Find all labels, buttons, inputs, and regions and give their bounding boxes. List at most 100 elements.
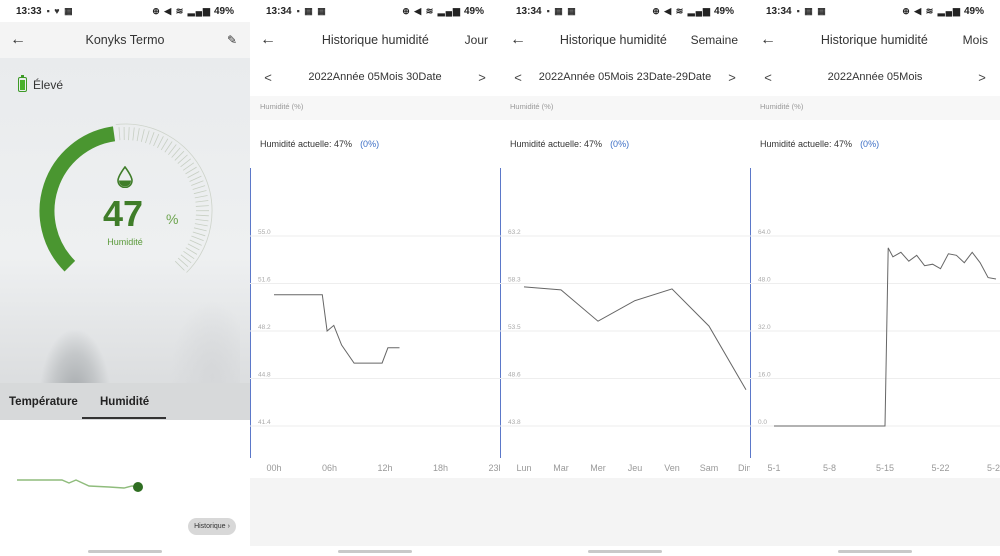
system-icons: ⊕ ◀ ≋ ▂▄▆: [902, 5, 961, 16]
period-selector[interactable]: Mois: [962, 33, 988, 47]
current-delta: (0%): [860, 139, 880, 149]
empty-area: [250, 478, 500, 546]
gauge-tick: [177, 257, 189, 267]
status-bar: 13:34 ▪ ▦ ▦ ⊕ ◀ ≋ ▂▄▆ 49%: [750, 0, 1000, 22]
gauge-tick: [189, 175, 202, 182]
y-tick-label: 44.8: [258, 372, 271, 379]
history-panel-month: 13:34 ▪ ▦ ▦ ⊕ ◀ ≋ ▂▄▆ 49% ← Historique h…: [750, 0, 1000, 556]
current-reading: Humidité actuelle: 47% (0%): [500, 120, 750, 168]
gauge-tick: [128, 127, 130, 141]
gauge-tick: [195, 200, 209, 203]
gauge-tick: [183, 250, 195, 259]
status-bar: 13:34 ▪ ▦ ▦ ⊕ ◀ ≋ ▂▄▆ 49%: [250, 0, 500, 22]
chevron-left-icon[interactable]: <: [514, 69, 522, 85]
gauge-tick: [160, 138, 169, 151]
history-button[interactable]: Historique ›: [188, 518, 236, 535]
system-icons: ⊕ ◀ ≋ ▂▄▆: [402, 5, 461, 16]
y-tick-label: 64.0: [758, 229, 771, 236]
x-tick-label: 5-15: [876, 463, 894, 473]
page-title: Historique humidité: [321, 33, 429, 47]
chevron-left-icon[interactable]: <: [764, 69, 772, 85]
notification-icons: ▪ ▦ ▦: [796, 5, 827, 16]
date-navigator: < 2022Année 05Mois 30Date >: [250, 58, 500, 96]
status-battery: 49%: [963, 5, 984, 17]
home-indicator[interactable]: [750, 546, 1000, 556]
y-tick-label: 48.2: [258, 324, 271, 331]
back-arrow-icon[interactable]: ←: [10, 31, 26, 48]
series-line: [523, 286, 747, 391]
gauge-tick: [140, 129, 145, 142]
gauge-tick: [193, 190, 207, 195]
humidity-chart[interactable]: 55.0 51.6 48.2 44.8 41.4 00h 06h 12h 18h 23h: [250, 168, 500, 478]
humidity-label: Humidité: [107, 237, 143, 247]
home-indicator[interactable]: [250, 546, 500, 556]
gauge-tick: [191, 235, 204, 242]
date-navigator: < 2022Année 05Mois 23Date-29Date >: [500, 58, 750, 96]
gauge-tick: [189, 239, 202, 246]
status-time: 13:34: [266, 5, 292, 17]
current-humidity-text: Humidité actuelle: 47%: [510, 139, 603, 149]
gauge-tick: [153, 133, 160, 147]
unit-label: Humidité (%): [250, 96, 500, 120]
home-indicator[interactable]: [500, 546, 750, 556]
x-tick-label: Jeu: [628, 463, 643, 473]
y-tick-label: 43.8: [508, 419, 521, 426]
humidity-gauge: [39, 123, 213, 273]
x-tick-label: 12h: [377, 463, 392, 473]
back-arrow-icon[interactable]: ←: [510, 31, 526, 48]
x-tick-label: 5-8: [823, 463, 836, 473]
humidity-chart[interactable]: 63.2 58.3 53.5 48.6 43.8 Lun Mar Mer Jeu Ven Sam Di…: [500, 168, 750, 478]
gauge-tick: [187, 171, 200, 178]
x-tick-label: 5-22: [931, 463, 949, 473]
date-label: 2022Année 05Mois 30Date: [308, 71, 442, 83]
date-navigator: < 2022Année 05Mois >: [750, 58, 1000, 96]
page-title: Konyks Termo: [85, 33, 165, 47]
y-tick-label: 58.3: [508, 277, 521, 284]
tab-temperature[interactable]: Température: [9, 396, 78, 408]
tab-humidity[interactable]: Humidité: [82, 383, 166, 420]
back-arrow-icon[interactable]: ←: [260, 31, 276, 48]
current-reading: Humidité actuelle: 47% (0%): [250, 120, 500, 168]
chevron-right-icon[interactable]: >: [728, 69, 736, 85]
gauge-tick: [194, 195, 208, 199]
water-drop-icon: [117, 166, 133, 188]
home-indicator[interactable]: [0, 546, 250, 556]
gauge-tick: [195, 214, 209, 217]
x-tick-label: 18h: [433, 463, 448, 473]
y-tick-label: 63.2: [508, 229, 521, 236]
gauge-filled-arc: [39, 126, 116, 272]
x-tick-label: Lun: [516, 463, 531, 473]
chevron-left-icon[interactable]: <: [264, 69, 272, 85]
gauge-tick: [191, 180, 204, 186]
period-selector[interactable]: Semaine: [690, 33, 738, 47]
gauge-outer-ring: [115, 123, 213, 273]
device-panel: 13:33 ▪ ♥ ▦ ⊕ ◀ ≋ ▂▄▆ 49% ← Konyks Termo…: [0, 0, 250, 556]
x-tick-label: Mar: [553, 463, 569, 473]
gauge-tick: [145, 130, 150, 144]
humidity-chart[interactable]: 64.0 48.0 32.0 16.0 0.0 5-1 5-8 5-15 5-22 5-29: [750, 168, 1000, 478]
chart-left-border: [250, 168, 251, 458]
y-tick-label: 41.4: [258, 419, 271, 426]
status-time: 13:33: [16, 5, 42, 17]
gauge-tick: [180, 158, 192, 168]
x-tick-label: 5-29: [987, 463, 1000, 473]
gauge-tick: [171, 147, 181, 158]
gauge-tick: [194, 223, 208, 227]
chevron-right-icon[interactable]: >: [478, 69, 486, 85]
gauge-tick: [193, 227, 207, 232]
chevron-right-icon[interactable]: >: [978, 69, 986, 85]
unit-label: Humidité (%): [750, 96, 1000, 120]
battery-icon: [18, 75, 27, 92]
humidity-sparkline: [17, 479, 143, 492]
edit-pencil-icon[interactable]: ✎: [226, 33, 238, 47]
y-tick-label: 53.5: [508, 324, 521, 331]
gauge-tick: [185, 247, 198, 255]
gauge-tick: [195, 205, 209, 207]
app-bar: ← Historique humidité Semaine: [500, 22, 750, 58]
history-panel-week: 13:34 ▪ ▦ ▦ ⊕ ◀ ≋ ▂▄▆ 49% ← Historique h…: [500, 0, 750, 556]
x-tick-label: 00h: [266, 463, 281, 473]
back-arrow-icon[interactable]: ←: [760, 31, 776, 48]
app-bar: ← Historique humidité Jour: [250, 22, 500, 58]
period-selector[interactable]: Jour: [464, 33, 488, 47]
y-tick-label: 48.6: [508, 372, 521, 379]
